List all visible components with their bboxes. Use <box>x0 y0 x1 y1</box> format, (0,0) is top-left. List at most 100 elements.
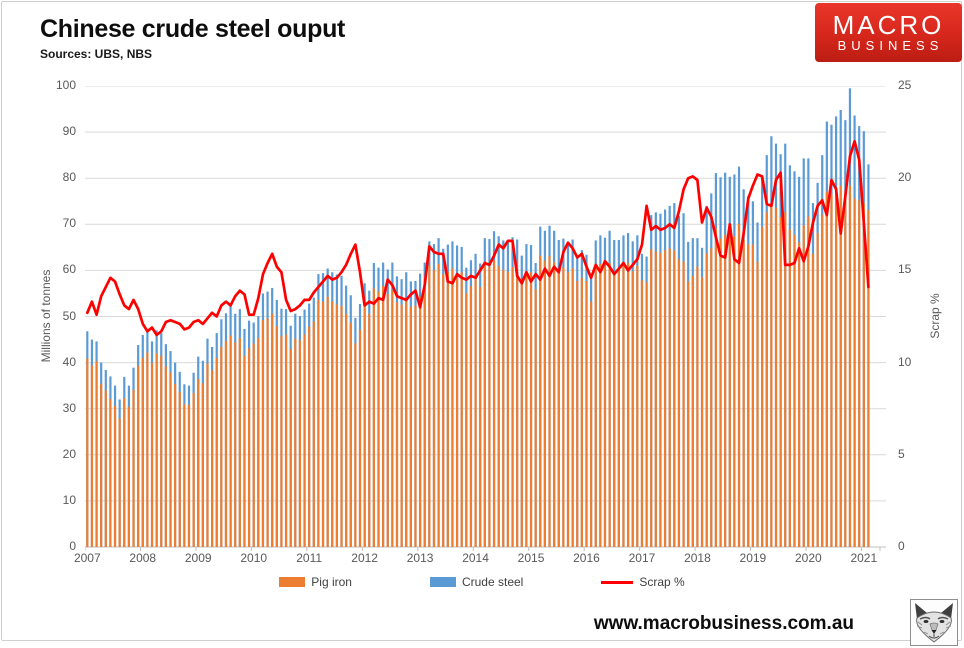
bar-pig-iron <box>321 301 325 547</box>
bar-pig-iron <box>271 313 274 547</box>
chart-legend: Pig iron Crude steel Scrap % <box>0 575 964 589</box>
bar-pig-iron <box>428 265 431 547</box>
bar-pig-iron <box>645 282 648 547</box>
pig-iron-swatch-icon <box>279 577 306 587</box>
bar-pig-iron <box>95 361 98 547</box>
x-year-label: 2014 <box>462 551 489 565</box>
bar-pig-iron <box>252 343 255 547</box>
bar-pig-iron <box>761 227 764 548</box>
website-url: www.macrobusiness.com.au <box>593 613 854 634</box>
bar-pig-iron <box>691 275 694 547</box>
bar-pig-iron <box>728 230 731 547</box>
wolf-sketch-icon <box>915 603 953 643</box>
bar-pig-iron <box>562 267 565 547</box>
bar-pig-iron <box>617 268 620 547</box>
bar-pig-iron <box>405 297 408 547</box>
bar-pig-iron <box>585 281 588 547</box>
bar-pig-iron <box>663 250 667 547</box>
bar-pig-iron <box>455 275 459 547</box>
bar-pig-iron <box>830 194 833 547</box>
bar-pig-iron <box>155 353 158 547</box>
bar-pig-iron <box>580 277 583 547</box>
bar-pig-iron <box>811 253 815 547</box>
bar-pig-iron <box>751 244 754 548</box>
bar-pig-iron <box>834 187 838 548</box>
bar-pig-iron <box>608 263 611 547</box>
bar-pig-iron <box>719 238 722 547</box>
bar-pig-iron <box>603 266 607 547</box>
y-left-tick-label: 80 <box>62 170 76 185</box>
bar-pig-iron <box>437 263 440 547</box>
y-right-tick-label: 25 <box>898 78 912 92</box>
bar-pig-iron <box>557 270 560 547</box>
bar-pig-iron <box>862 203 865 547</box>
bar-pig-iron <box>340 305 343 547</box>
bar-pig-iron <box>474 276 477 547</box>
bar-pig-iron <box>183 404 186 547</box>
bar-pig-iron <box>109 399 112 547</box>
bar-pig-iron <box>257 338 260 547</box>
x-year-label: 2008 <box>129 551 157 565</box>
bar-pig-iron <box>386 293 389 547</box>
y-left-tick-label: 40 <box>62 354 76 369</box>
bar-pig-iron <box>326 296 329 547</box>
bar-pig-iron <box>100 383 103 547</box>
bar-pig-iron <box>127 406 131 547</box>
legend-item-crude-steel: Crude steel <box>429 575 523 589</box>
bar-pig-iron <box>613 271 616 547</box>
bar-pig-iron <box>747 244 750 548</box>
bar-pig-iron <box>363 304 366 547</box>
bar-pig-iron <box>460 272 463 547</box>
bar-pig-iron <box>414 305 417 547</box>
bar-pig-iron <box>90 365 94 547</box>
bar-pig-iron <box>737 223 741 548</box>
bar-pig-iron <box>848 185 852 547</box>
y-right-tick-label: 5 <box>898 446 905 461</box>
y-left-tick-label: 10 <box>62 492 76 507</box>
bar-pig-iron <box>442 274 445 547</box>
bar-pig-iron <box>335 304 339 547</box>
bar-pig-iron <box>419 296 422 547</box>
bar-pig-iron <box>825 191 828 547</box>
bar-pig-iron <box>733 236 736 547</box>
bar-pig-iron <box>765 212 768 547</box>
bar-pig-iron <box>229 335 232 547</box>
bar-pig-iron <box>492 260 496 547</box>
y-left-tick-label: 100 <box>55 78 76 92</box>
bar-pig-iron <box>164 366 167 547</box>
wolf-logo <box>910 599 958 646</box>
bar-pig-iron <box>224 340 228 547</box>
bar-pig-iron <box>201 383 204 547</box>
bar-pig-iron <box>858 200 861 547</box>
bar-pig-iron <box>590 301 593 547</box>
bar-pig-iron <box>650 249 653 547</box>
bar-pig-iron <box>793 234 796 547</box>
bar-pig-iron <box>700 277 704 547</box>
bar-pig-iron <box>548 256 551 547</box>
bar-pig-iron <box>220 346 223 547</box>
bar-pig-iron <box>724 234 727 547</box>
bar-pig-iron <box>187 405 191 547</box>
legend-label-scrap: Scrap % <box>639 575 685 589</box>
bar-pig-iron <box>696 266 699 547</box>
bar-pig-iron <box>788 229 791 547</box>
bar-pig-iron <box>215 357 218 547</box>
y-left-tick-label: 20 <box>62 446 76 461</box>
bar-pig-iron <box>816 233 819 547</box>
y-right-tick-label: 10 <box>898 354 912 369</box>
x-year-label: 2018 <box>684 551 711 565</box>
bar-pig-iron <box>853 198 856 547</box>
bar-pig-iron <box>483 264 486 547</box>
bar-pig-iron <box>238 338 241 547</box>
bar-pig-iron <box>626 263 630 547</box>
x-year-label: 2021 <box>850 551 878 565</box>
bar-pig-iron <box>400 304 403 547</box>
bar-pig-iron <box>705 253 708 547</box>
bar-pig-iron <box>206 363 209 547</box>
bar-pig-iron <box>409 306 412 547</box>
legend-item-pig-iron: Pig iron <box>279 575 352 589</box>
y-right-tick-label: 15 <box>898 262 912 277</box>
bar-pig-iron <box>867 210 870 547</box>
bar-pig-iron <box>174 383 177 547</box>
